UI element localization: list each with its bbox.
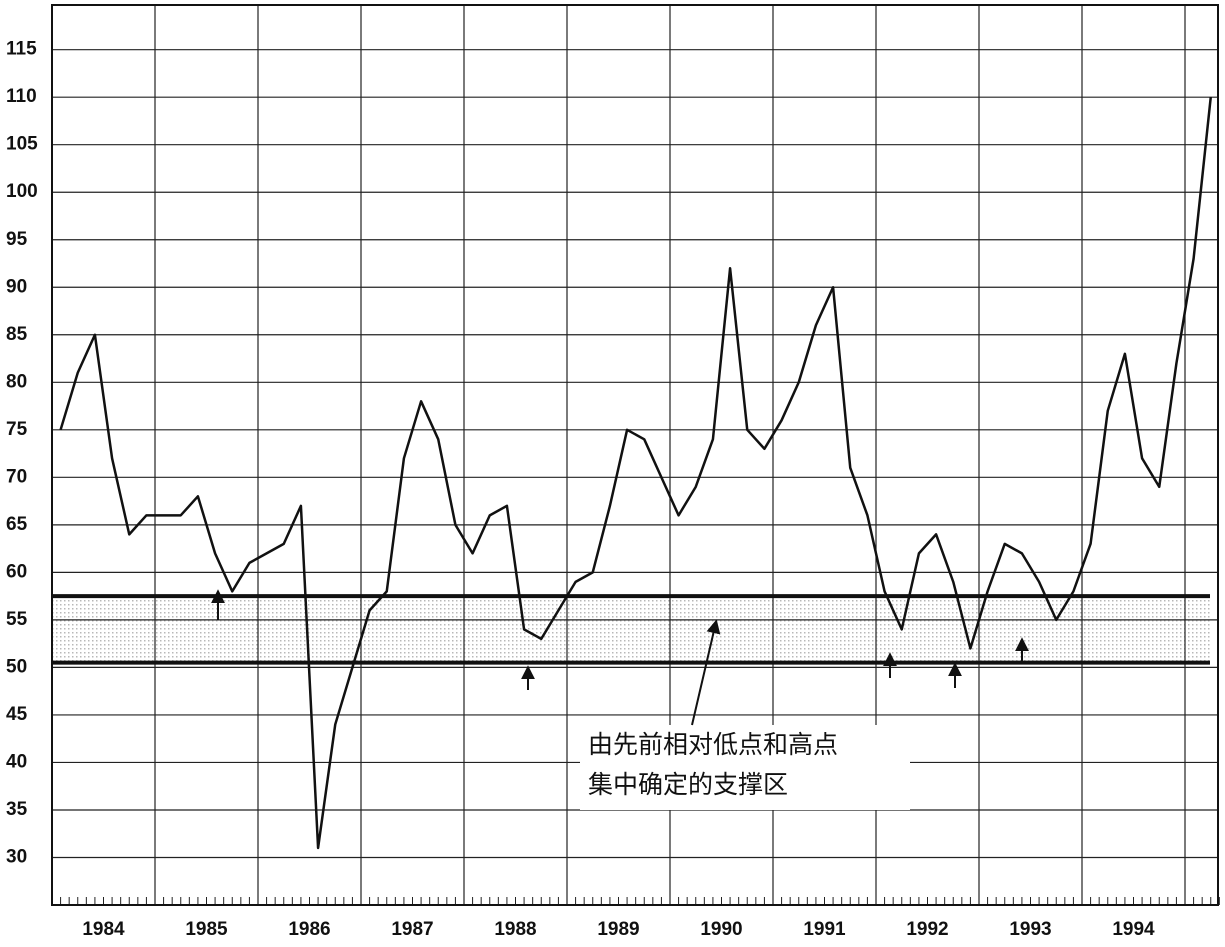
annotation-line: 集中确定的支撑区 (588, 770, 788, 799)
plot-frame (51, 4, 1219, 906)
x-tick-label: 1988 (494, 919, 536, 940)
y-tick-label: 70 (6, 466, 27, 487)
y-tick-label: 65 (6, 514, 28, 535)
y-tick-label: 80 (6, 371, 27, 392)
x-tick-label: 1993 (1009, 919, 1051, 940)
annotation-arrow (691, 619, 721, 726)
x-tick-label: 1989 (597, 919, 639, 940)
y-tick-label: 115 (6, 39, 37, 60)
grid (51, 5, 1220, 905)
y-tick-label: 110 (6, 86, 37, 107)
x-tick-label: 1985 (185, 919, 228, 940)
y-tick-label: 100 (6, 181, 38, 202)
marks (52, 97, 1212, 850)
x-tick-label: 1984 (82, 919, 125, 940)
annotation-box (580, 725, 910, 810)
x-tick-label: 1990 (700, 919, 742, 940)
y-tick-label: 45 (6, 704, 28, 725)
price-line (59, 97, 1212, 850)
y-tick-label: 30 (6, 846, 27, 867)
y-tick-label: 90 (6, 276, 27, 297)
y-tick-label: 50 (6, 656, 27, 677)
y-tick-label: 95 (6, 229, 28, 250)
x-tick-label: 1986 (288, 919, 330, 940)
y-tick-label: 85 (6, 324, 28, 345)
annotation-line: 由先前相对低点和高点 (588, 730, 838, 759)
y-tick-label: 105 (6, 134, 38, 155)
y-tick-label: 60 (6, 561, 27, 582)
support-zone (52, 596, 1210, 663)
y-tick-label: 35 (6, 799, 28, 820)
y-tick-label: 40 (6, 751, 27, 772)
x-tick-label: 1994 (1112, 919, 1155, 940)
y-tick-label: 55 (6, 609, 28, 630)
low-arrows (211, 589, 1029, 690)
x-tick-label: 1991 (803, 919, 846, 940)
x-tick-label: 1987 (391, 919, 433, 940)
x-tick-label: 1992 (906, 919, 948, 940)
y-tick-label: 75 (6, 419, 28, 440)
